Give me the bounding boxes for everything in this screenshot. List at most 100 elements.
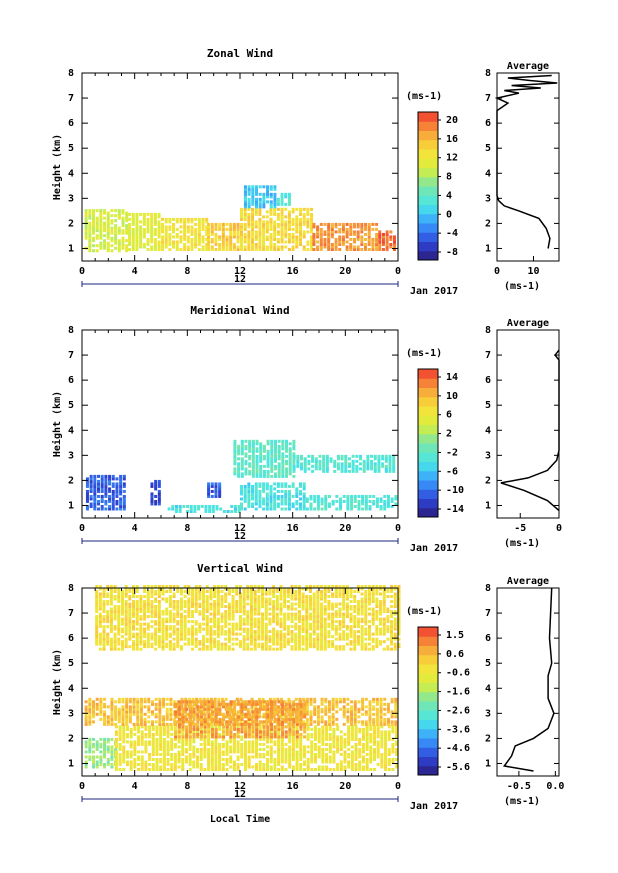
heatmap-cell: [143, 700, 147, 704]
heatmap-cell: [314, 464, 318, 468]
avg-y-tick-label: 5: [485, 400, 491, 411]
heatmap-cell: [92, 720, 96, 724]
heatmap-cell: [384, 732, 388, 736]
heatmap-cell: [325, 469, 329, 473]
heatmap-cell: [331, 712, 335, 716]
heatmap-cell: [244, 725, 248, 729]
heatmap-cell: [347, 737, 351, 741]
heatmap-cell: [113, 607, 117, 611]
heatmap-cell: [368, 717, 372, 721]
heatmap-cell: [199, 747, 203, 751]
heatmap-cell: [265, 722, 269, 726]
heatmap-cell: [121, 697, 125, 701]
heatmap-cell: [103, 224, 107, 228]
heatmap-cell: [131, 247, 135, 251]
heatmap-cell: [187, 640, 191, 644]
heatmap-cell: [150, 502, 154, 506]
heatmap-cell: [251, 474, 255, 478]
heatmap-cell: [197, 235, 201, 239]
heatmap-cell: [99, 757, 103, 761]
heatmap-cell: [154, 630, 158, 634]
heatmap-cell: [128, 597, 132, 601]
heatmap-cell: [106, 226, 110, 230]
heatmap-cell: [95, 229, 99, 233]
heatmap-cell: [93, 479, 97, 483]
heatmap-cell: [370, 464, 374, 468]
heatmap-cell: [225, 245, 229, 249]
heatmap-cell: [331, 702, 335, 706]
heatmap-cell: [295, 499, 299, 503]
heatmap-cell: [250, 697, 254, 701]
heatmap-cell: [273, 210, 277, 214]
heatmap-cell: [110, 720, 114, 724]
heatmap-cell: [343, 760, 347, 764]
heatmap-cell: [225, 712, 229, 716]
heatmap-cell: [233, 449, 237, 453]
heatmap-cell: [368, 504, 372, 508]
heatmap-cell: [342, 722, 346, 726]
heatmap-cell: [287, 489, 291, 493]
heatmap-cell: [111, 489, 115, 493]
heatmap-cell: [306, 762, 310, 766]
heatmap-cell: [258, 725, 262, 729]
heatmap-cell: [365, 760, 369, 764]
heatmap-cell: [137, 730, 141, 734]
heatmap-cell: [113, 635, 117, 639]
heatmap-cell: [183, 590, 187, 594]
heatmap-cell: [298, 222, 302, 226]
heatmap-cell: [306, 745, 310, 749]
heatmap-cell: [391, 745, 395, 749]
heatmap-cell: [214, 492, 218, 496]
y-tick-label: 5: [68, 400, 74, 411]
heatmap-cell: [166, 747, 170, 751]
heatmap-cell: [128, 610, 132, 614]
heatmap-cell: [336, 750, 340, 754]
heatmap-cell: [339, 697, 343, 701]
heatmap-cell: [266, 707, 270, 711]
heatmap-cell: [295, 722, 299, 726]
heatmap-cell: [237, 509, 241, 513]
heatmap-cell: [102, 645, 106, 649]
heatmap-cell: [182, 504, 186, 508]
heatmap-cell: [158, 705, 162, 709]
heatmap-cell: [117, 625, 121, 629]
heatmap-cell: [139, 230, 143, 234]
heatmap-cell: [266, 760, 270, 764]
heatmap-cell: [321, 732, 325, 736]
heatmap-cell: [103, 211, 107, 215]
heatmap-cell: [313, 767, 317, 771]
heatmap-cell: [343, 745, 347, 749]
heatmap-cell: [336, 765, 340, 769]
heatmap-cell: [165, 620, 169, 624]
heatmap-cell: [166, 732, 170, 736]
heatmap-cell: [150, 720, 154, 724]
heatmap-cell: [305, 499, 309, 503]
heatmap-cell: [207, 760, 211, 764]
heatmap-cell: [277, 722, 281, 726]
heatmap-cell: [203, 752, 207, 756]
heatmap-cell: [95, 219, 99, 223]
heatmap-cell: [110, 750, 114, 754]
heatmap-cell: [210, 237, 214, 241]
heatmap-cell: [346, 507, 350, 511]
heatmap-cell: [119, 474, 123, 478]
heatmap-cell: [179, 617, 183, 621]
heatmap-cell: [269, 217, 273, 221]
heatmap-cell: [162, 752, 166, 756]
heatmap-cell: [114, 219, 118, 223]
heatmap-cell: [114, 740, 118, 744]
heatmap-cell: [287, 225, 291, 229]
heatmap-cell: [251, 464, 255, 468]
heatmap-cell: [135, 647, 139, 651]
heatmap-cell: [237, 462, 241, 466]
heatmap-cell: [355, 464, 359, 468]
heatmap-cell: [162, 727, 166, 731]
heatmap-cell: [288, 737, 292, 741]
heatmap-cell: [319, 235, 323, 239]
heatmap-cell: [262, 705, 266, 709]
heatmap-cell: [251, 720, 255, 724]
heatmap-cell: [371, 240, 375, 244]
heatmap-cell: [265, 507, 269, 511]
heatmap-cell: [209, 722, 213, 726]
